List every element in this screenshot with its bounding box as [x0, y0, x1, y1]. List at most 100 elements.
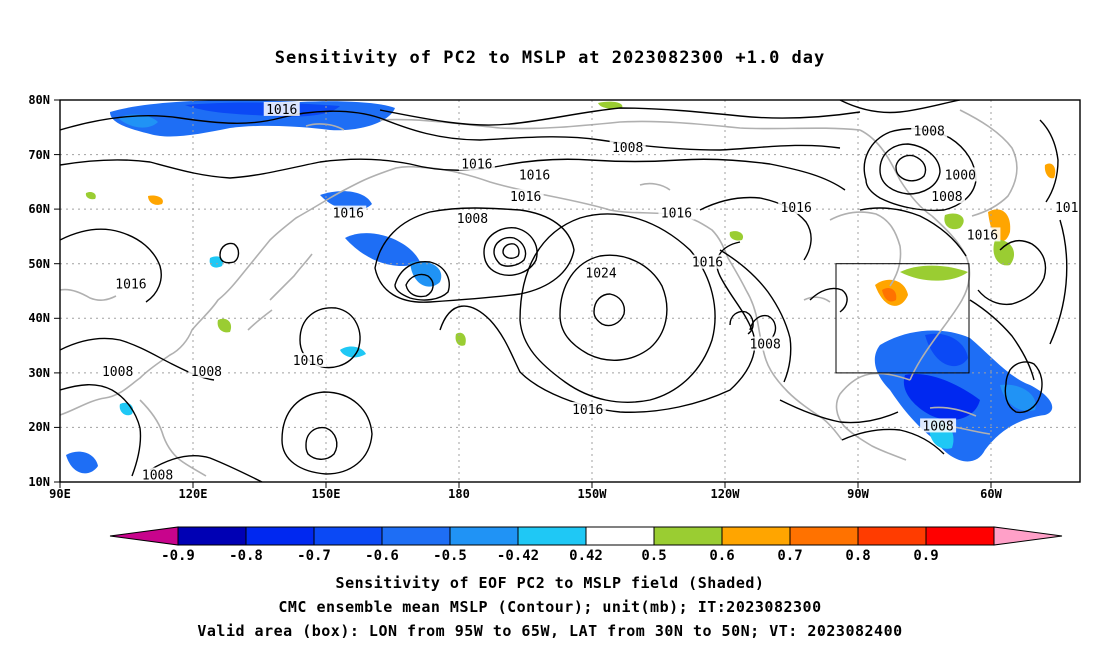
- lon-label-60w: 60W: [980, 487, 1002, 501]
- colorbar-box: [857, 526, 927, 546]
- lon-label-180: 180: [448, 487, 470, 501]
- colorbar-box: [925, 526, 995, 546]
- colorbar-tick-label: 0.6: [709, 548, 734, 564]
- contour-label: 1008: [922, 419, 953, 434]
- contour-label: 1016: [519, 168, 550, 183]
- colorbar-tick-label: 0.8: [845, 548, 870, 564]
- colorbar: -0.9 -0.8 -0.7 -0.6 -0.5 -0.42 0.42 0.5 0.6 0.7 0.…: [109, 526, 1063, 564]
- colorbar-tick-label: 0.5: [641, 548, 666, 564]
- lon-label-120e: 120E: [179, 487, 208, 501]
- contour-label: 1016: [692, 256, 723, 271]
- colorbar-tick-label: 0.7: [777, 548, 802, 564]
- colorbar-box: [653, 526, 723, 546]
- contour-label: 1016: [293, 354, 324, 369]
- colorbar-box: [313, 526, 383, 546]
- colorbar-box: [449, 526, 519, 546]
- positive-sensitivity-shading: [85, 101, 1056, 346]
- contour-label: 1016: [115, 278, 146, 293]
- contour-label: 1016: [967, 228, 998, 243]
- lat-label-10n: 10N: [28, 475, 50, 489]
- lat-label-50n: 50N: [28, 257, 50, 271]
- contour-label-bg: [99, 363, 136, 378]
- contour-label-bg: [1052, 200, 1080, 215]
- contour-label: 1008: [612, 141, 643, 156]
- contour-label: 1000: [945, 168, 976, 183]
- colorbar-box: [177, 526, 247, 546]
- map-title: Sensitivity of PC2 to MSLP at 2023082300…: [274, 48, 826, 68]
- contour-label-bg: [112, 276, 149, 291]
- colorbar-box: [517, 526, 587, 546]
- contour-label-bg: [778, 200, 815, 215]
- map-frame: [59, 99, 1081, 483]
- contour-label-bg: [458, 156, 495, 171]
- contour-label: 1008: [457, 212, 488, 227]
- colorbar-tick-label: -0.8: [229, 548, 263, 564]
- colorbar-box: [381, 526, 451, 546]
- contour-label-bg: [263, 101, 300, 116]
- contour-label: 1008: [749, 338, 780, 353]
- contour-label: 1016: [333, 207, 364, 222]
- contour-label: 1008: [931, 190, 962, 205]
- contour-label: 1016: [661, 207, 692, 222]
- contour-label-bg: [188, 363, 225, 378]
- colorbar-left-triangle: [109, 526, 179, 546]
- grid-lines: [60, 100, 1080, 482]
- contour-label-bg: [583, 265, 620, 280]
- lat-label-70n: 70N: [28, 148, 50, 162]
- contour-label-bg: [569, 402, 606, 417]
- contour-label-bg: [911, 123, 948, 138]
- contour-label-bg: [507, 189, 544, 204]
- contour-label-bg: [964, 227, 1001, 242]
- contour-label-bg: [747, 336, 784, 351]
- lon-label-90w: 90W: [847, 487, 869, 501]
- contour-label: 1008: [142, 469, 173, 484]
- lon-label-120w: 120W: [711, 487, 741, 501]
- colorbar-tick-label: 0.9: [913, 548, 938, 564]
- contour-label-bg: [609, 140, 646, 155]
- colorbar-box: [585, 526, 655, 546]
- footer-line-2: CMC ensemble mean MSLP (Contour); unit(m…: [278, 598, 822, 616]
- contour-label: 1008: [102, 365, 133, 380]
- colorbar-tick-label: -0.5: [433, 548, 467, 564]
- map-content: 1016 1008 1016 1016 1016 1008 1000 1008 101 1016 1…: [60, 100, 1080, 484]
- colorbar-tick-label: -0.7: [297, 548, 331, 564]
- lat-label-60n: 60N: [28, 202, 50, 216]
- contour-labels: 1016 1008 1016 1016 1016 1008 1000 1008 101 1016 1…: [99, 101, 1080, 484]
- contour-label-bg: [516, 167, 553, 182]
- contour-label: 1008: [191, 365, 222, 380]
- map-frame-bg: [60, 100, 1080, 482]
- contour-label-bg: [658, 205, 695, 220]
- contour-label-bg: [920, 418, 957, 433]
- contour-label: 1016: [510, 190, 541, 205]
- contour-label: 1016: [461, 157, 492, 172]
- colorbar-box: [245, 526, 315, 546]
- contour-label: 1024: [585, 267, 616, 282]
- lat-label-30n: 30N: [28, 366, 50, 380]
- colorbar-right-triangle: [993, 526, 1063, 546]
- contour-label-bg: [139, 467, 176, 482]
- mslp-contours: [60, 100, 1068, 482]
- contour-label-bg: [290, 352, 327, 367]
- contour-label: 1016: [572, 403, 603, 418]
- contour-label-bg: [928, 189, 965, 204]
- contour-label-bg: [689, 254, 726, 269]
- lat-axis: 80N 70N 60N 50N 40N 30N 20N 10N: [28, 93, 60, 489]
- contour-label-bg: [942, 167, 979, 182]
- colorbar-box: [789, 526, 859, 546]
- lon-label-90e: 90E: [49, 487, 71, 501]
- colorbar-tick-label: -0.9: [161, 548, 195, 564]
- contour-label: 101: [1055, 201, 1078, 216]
- lon-label-150e: 150E: [312, 487, 341, 501]
- contour-label-bg: [454, 211, 491, 226]
- lat-label-20n: 20N: [28, 420, 50, 434]
- lon-axis: 90E 120E 150E 180 150W 120W 90W 60W: [49, 482, 1003, 501]
- colorbar-tick-label: -0.6: [365, 548, 399, 564]
- lat-label-40n: 40N: [28, 311, 50, 325]
- lat-label-80n: 80N: [28, 93, 50, 107]
- colorbar-tick-label: 0.42: [569, 548, 603, 564]
- footer-line-3: Valid area (box): LON from 95W to 65W, L…: [197, 622, 903, 640]
- lon-label-150w: 150W: [578, 487, 608, 501]
- valid-area-box: [835, 263, 970, 374]
- contour-label: 1008: [914, 125, 945, 140]
